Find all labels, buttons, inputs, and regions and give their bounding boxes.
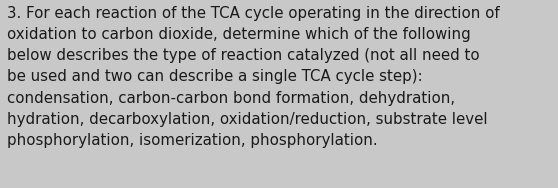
Text: 3. For each reaction of the TCA cycle operating in the direction of
oxidation to: 3. For each reaction of the TCA cycle op… <box>7 6 499 148</box>
